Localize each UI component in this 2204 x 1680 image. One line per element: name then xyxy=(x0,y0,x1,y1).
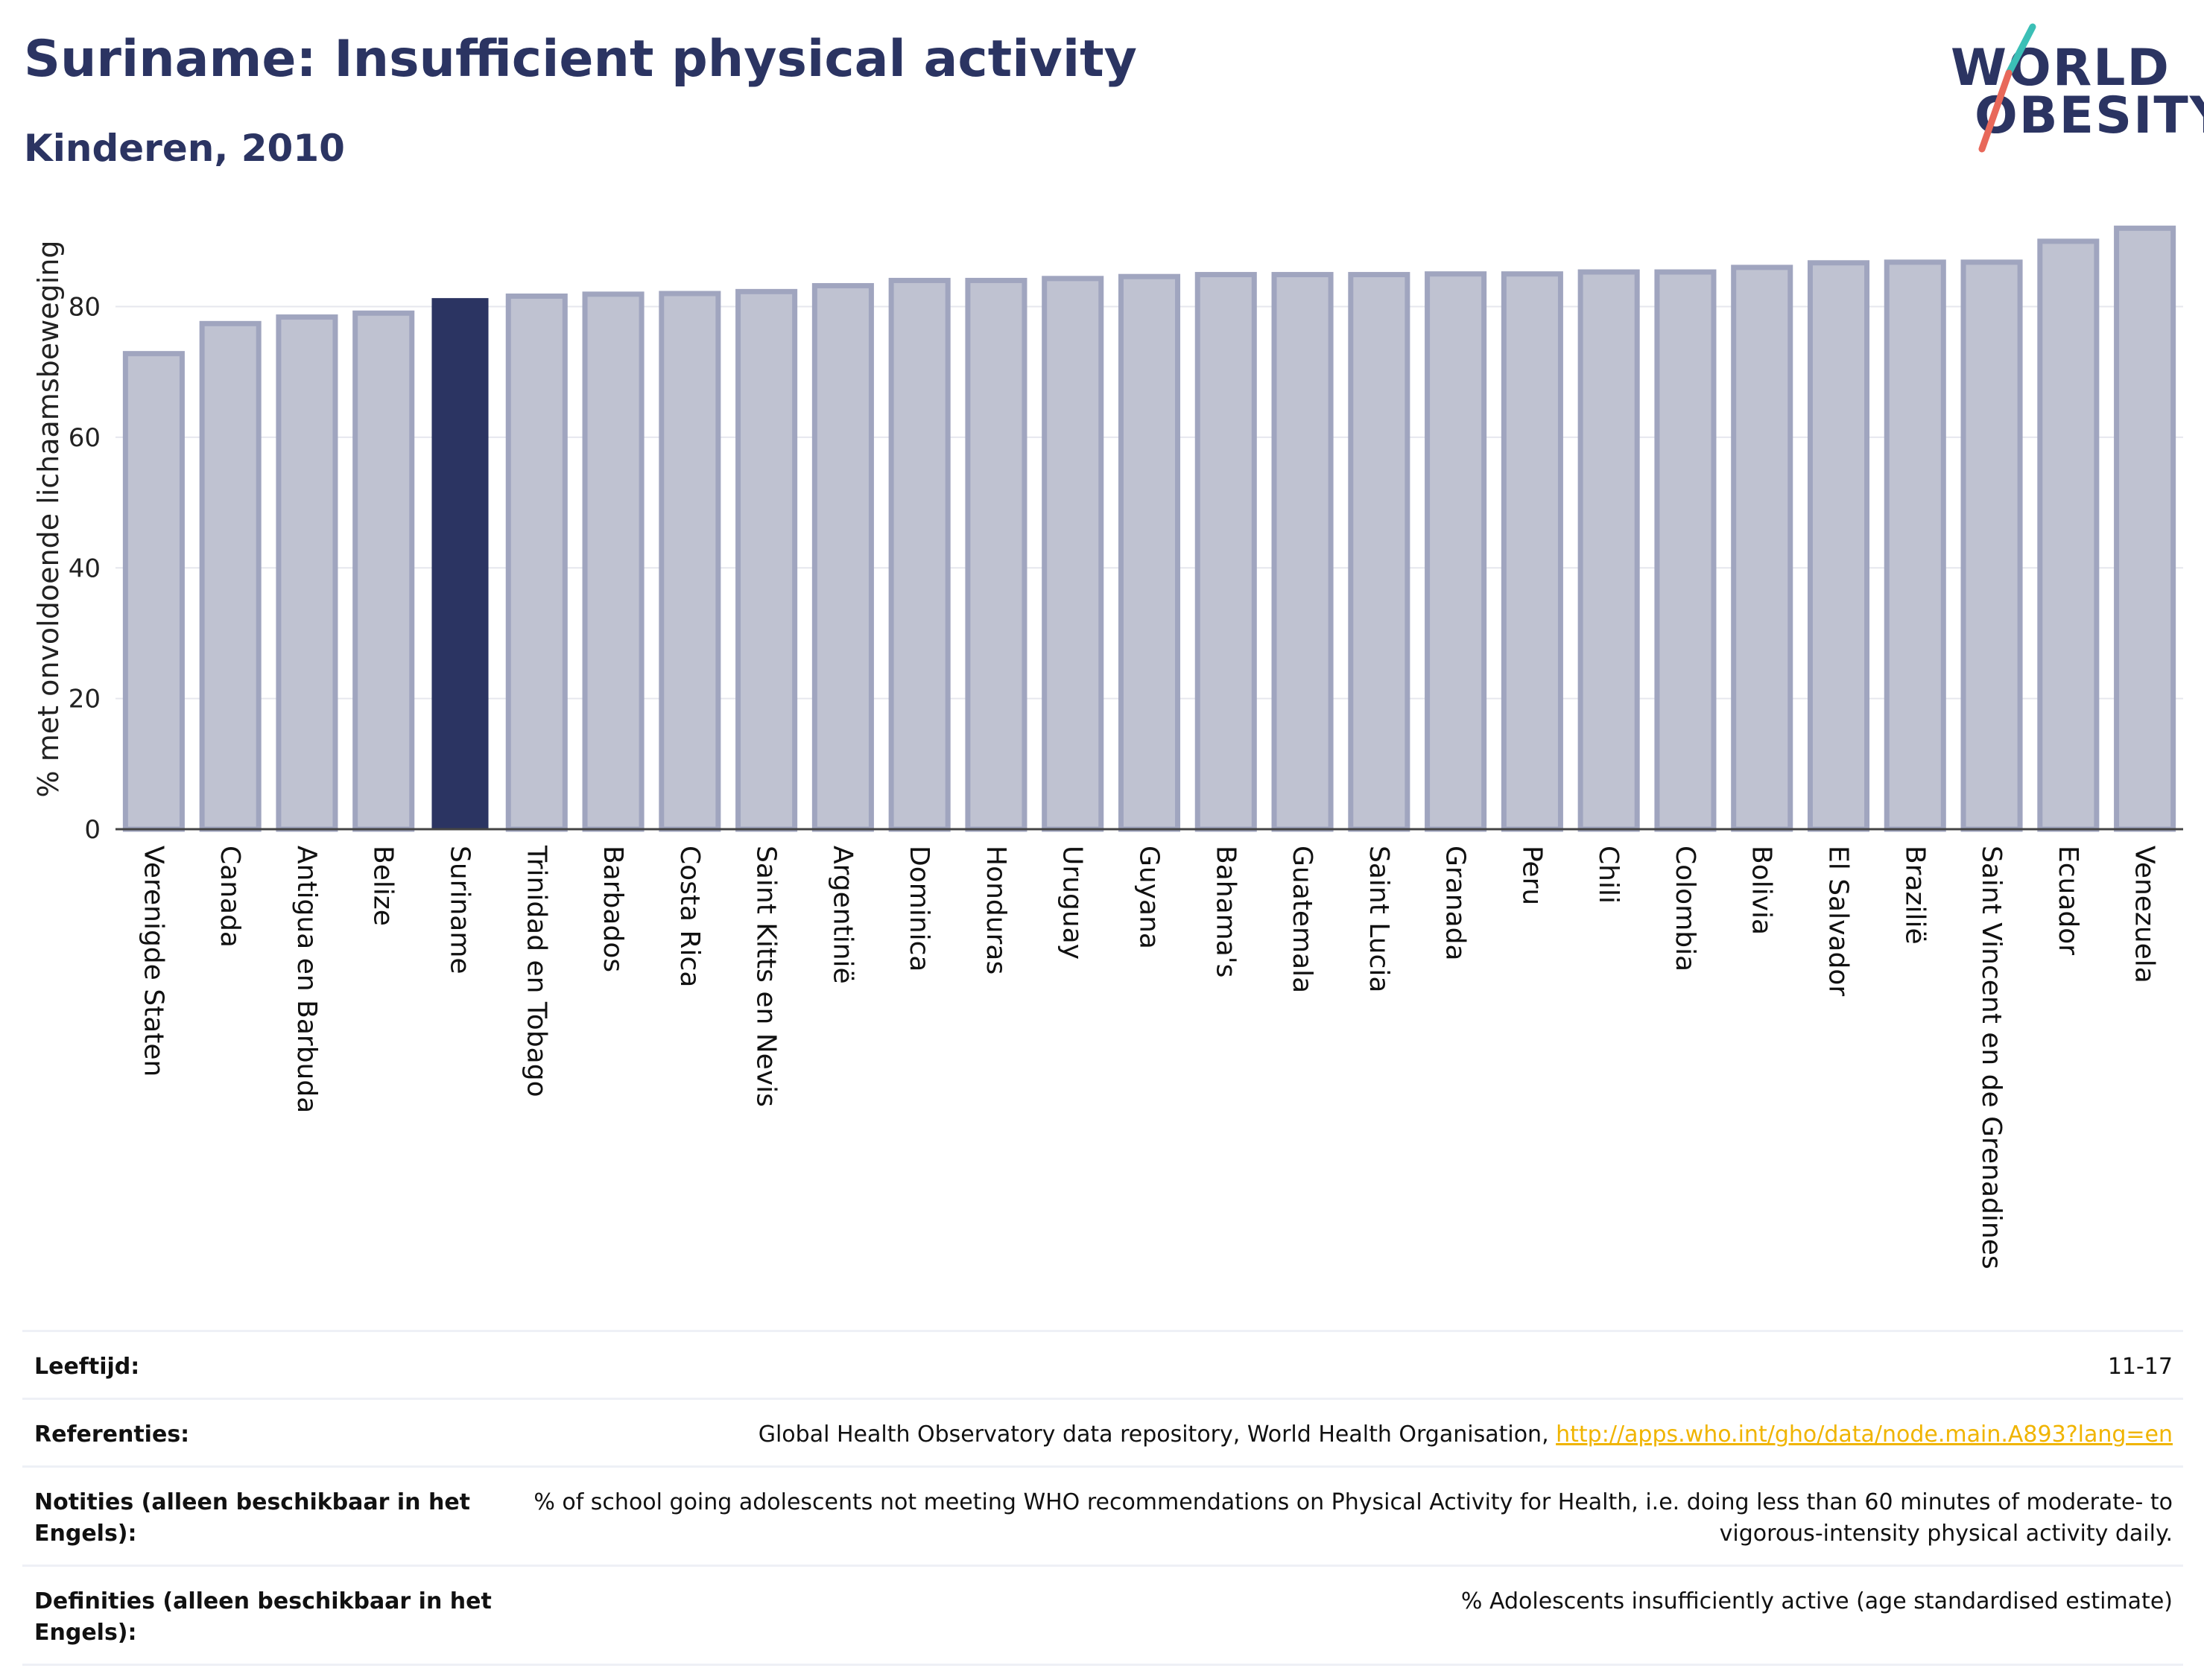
bar xyxy=(431,298,489,829)
x-tick-label: Granada xyxy=(1440,846,1471,961)
x-tick-label: Guatemala xyxy=(1287,846,1317,993)
meta-row-definitions: Definities (alleen beschikbaar in het En… xyxy=(22,1565,2183,1666)
bar xyxy=(505,293,568,832)
bar xyxy=(1731,264,1793,832)
y-axis-label: % met onvoldoende lichaamsbeweging xyxy=(32,241,65,798)
x-tick-label: Saint Lucia xyxy=(1364,846,1394,992)
x-tick-label: Canada xyxy=(215,846,245,948)
meta-value: % Adolescents insufficiently active (age… xyxy=(1460,1588,2173,1614)
x-tick-label: Bahama's xyxy=(1210,846,1241,977)
bar xyxy=(1194,272,1257,832)
bar xyxy=(1425,271,1487,832)
x-tick-label: Chili xyxy=(1593,846,1624,904)
x-tick-label: Honduras xyxy=(981,846,1011,974)
x-tick-label: Antigua en Barbuda xyxy=(291,846,322,1113)
bar xyxy=(1654,269,1717,832)
bar xyxy=(811,282,874,832)
bar xyxy=(1501,271,1563,832)
bar xyxy=(122,351,185,832)
meta-value: Global Health Observatory data repositor… xyxy=(533,1419,2173,1451)
meta-row-notes: Notities (alleen beschikbaar in het Enge… xyxy=(22,1465,2183,1565)
meta-label: Definities (alleen beschikbaar in het En… xyxy=(34,1588,492,1646)
x-tick-label: El Salvador xyxy=(1823,846,1854,996)
y-tick-label: 0 xyxy=(84,815,101,845)
x-tick-label: Bolivia xyxy=(1747,846,1777,935)
y-tick-label: 40 xyxy=(69,554,101,583)
x-tick-label: Argentinië xyxy=(827,846,858,984)
x-tick-label: Barbados xyxy=(598,846,628,972)
x-tick-label: Saint Vincent en de Grenadines xyxy=(1976,846,2007,1269)
meta-label: Notities (alleen beschikbaar in het Enge… xyxy=(34,1489,471,1547)
x-tick-label: Belize xyxy=(368,846,399,926)
x-tick-label: Guyana xyxy=(1134,846,1165,949)
y-tick-label: 80 xyxy=(69,293,101,323)
bar xyxy=(1042,276,1104,832)
bar xyxy=(1884,259,1946,832)
bar xyxy=(888,277,951,832)
x-tick-label: Suriname xyxy=(445,846,475,974)
meta-row-references: Referenties: Global Health Observatory d… xyxy=(22,1398,2183,1465)
logo-slash-icon xyxy=(1978,23,2036,153)
bar xyxy=(199,320,262,832)
page-subtitle: Kinderen, 2010 xyxy=(24,127,345,170)
bar xyxy=(659,291,721,832)
bar xyxy=(352,310,415,832)
page-title: Suriname: Insufficient physical activity xyxy=(24,30,1137,89)
x-tick-label: Venezuela xyxy=(2129,846,2160,983)
bar xyxy=(965,277,1027,832)
bar xyxy=(2037,238,2100,832)
meta-value: 11-17 xyxy=(2107,1354,2173,1380)
bar xyxy=(1960,259,2023,832)
y-tick-label: 20 xyxy=(69,685,101,714)
x-tick-label: Saint Kitts en Nevis xyxy=(751,846,782,1107)
reference-link[interactable]: http://apps.who.int/gho/data/node.main.A… xyxy=(1556,1421,2173,1448)
y-tick-label: 60 xyxy=(69,423,101,453)
x-tick-label: Uruguay xyxy=(1057,846,1088,960)
metadata-table: Leeftijd: 11-17 Referenties: Global Heal… xyxy=(22,1330,2183,1666)
bar xyxy=(735,288,798,832)
bar-chart: 0 20 40 60 80% met onvoldoende lichaamsbeweg… xyxy=(32,225,2183,1269)
bar xyxy=(582,291,645,832)
logo-line-2: OBESITY xyxy=(1975,86,2204,145)
world-obesity-logo: WORLD OBESITY xyxy=(1945,21,2204,155)
x-tick-label: Costa Rica xyxy=(674,846,705,987)
meta-label: Referenties: xyxy=(34,1421,190,1448)
x-tick-label: Peru xyxy=(1516,846,1547,905)
meta-reference-text: Global Health Observatory data repositor… xyxy=(758,1421,1557,1448)
bar xyxy=(1348,272,1410,832)
x-tick-label: Ecuador xyxy=(2053,846,2083,955)
bar xyxy=(1807,260,1870,832)
x-tick-label: Verenigde Staten xyxy=(138,846,168,1077)
bar xyxy=(1271,272,1334,832)
x-tick-label: Trinidad en Tobago xyxy=(521,845,551,1097)
x-tick-label: Colombia xyxy=(1670,846,1700,971)
logo-line-1: WORLD xyxy=(1951,39,2170,98)
meta-label: Leeftijd: xyxy=(34,1354,140,1380)
bar xyxy=(1118,273,1181,832)
meta-row-age: Leeftijd: 11-17 xyxy=(22,1330,2183,1398)
x-tick-label: Brazilië xyxy=(1899,846,1930,945)
bar xyxy=(1577,269,1640,832)
meta-value: % of school going adolescents not meetin… xyxy=(533,1489,2173,1547)
x-tick-label: Dominica xyxy=(904,846,934,972)
bar xyxy=(276,314,338,832)
bar xyxy=(2114,225,2176,832)
